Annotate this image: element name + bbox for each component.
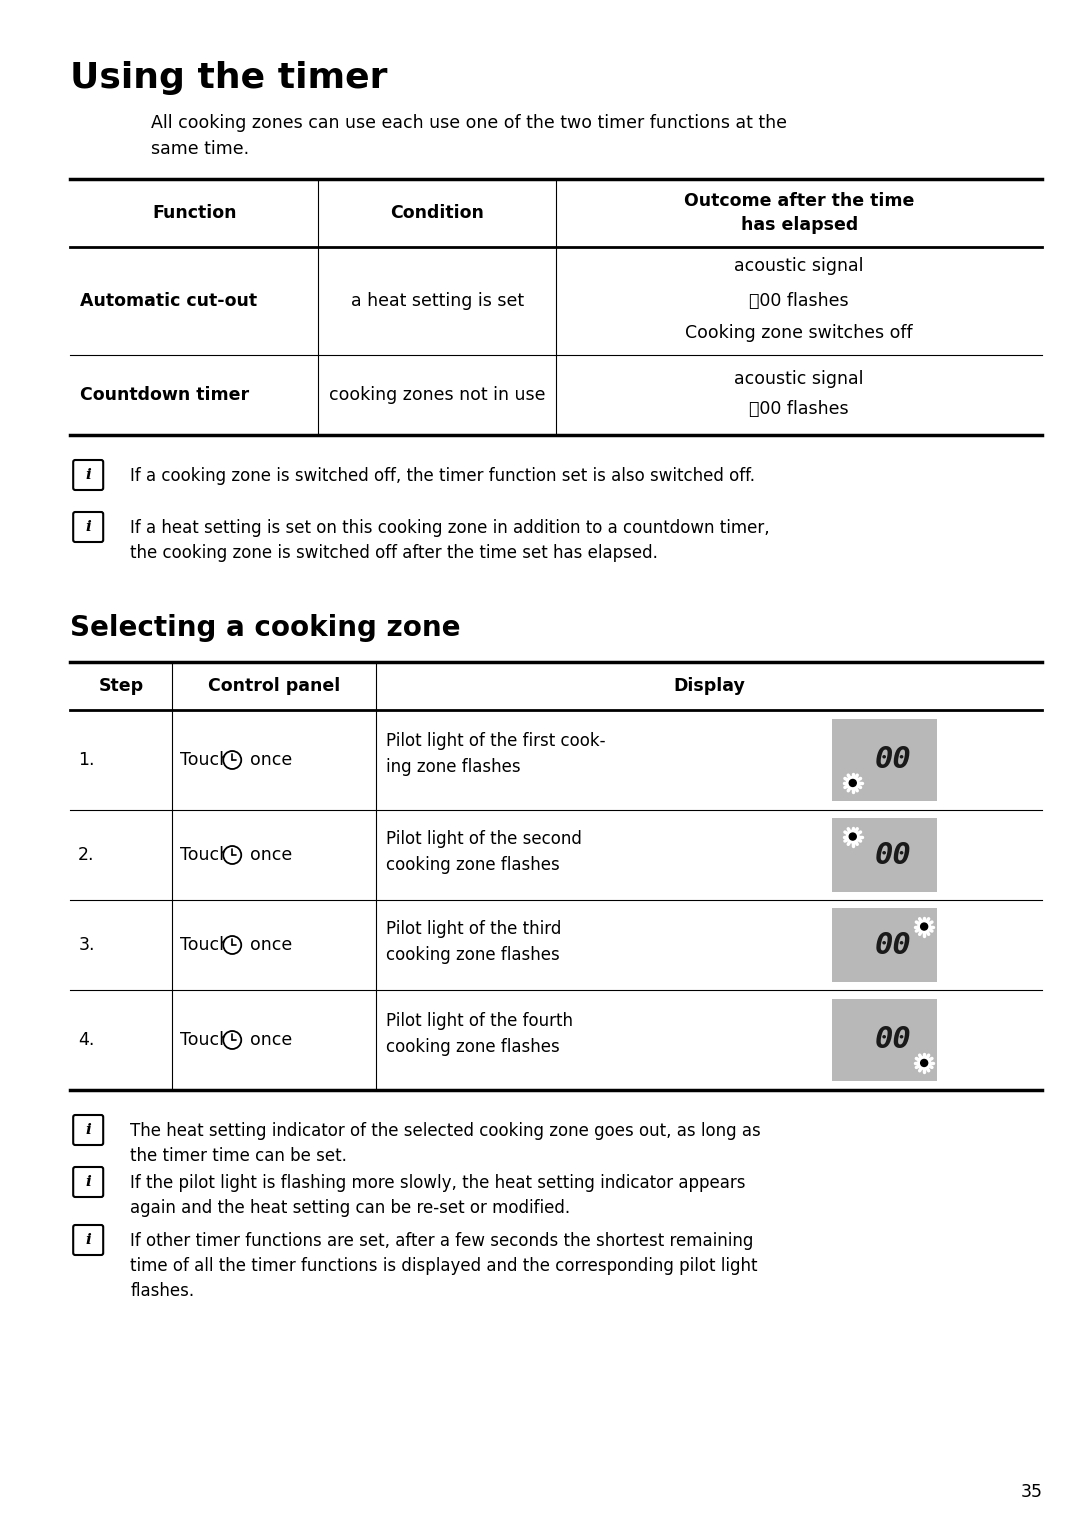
Text: 3.: 3. [78,936,95,954]
Text: Control panel: Control panel [208,677,340,696]
Text: acoustic signal: acoustic signal [734,370,864,388]
Text: Pilot light of the second
cooking zone flashes: Pilot light of the second cooking zone f… [387,830,582,873]
Bar [832,908,936,982]
Text: If a heat setting is set on this cooking zone in addition to a countdown timer,
: If a heat setting is set on this cooking… [131,518,770,563]
Text: Cooking zone switches off: Cooking zone switches off [686,324,913,342]
Text: cooking zones not in use: cooking zones not in use [329,385,545,404]
Text: 4.: 4. [78,1031,95,1049]
Circle shape [849,780,856,786]
Text: i: i [85,1174,91,1190]
Text: 1.: 1. [78,751,95,769]
FancyBboxPatch shape [73,512,104,541]
Text: Countdown timer: Countdown timer [80,385,249,404]
Text: Touch: Touch [180,936,230,954]
Circle shape [918,1057,931,1069]
Circle shape [849,833,856,839]
Circle shape [224,1031,241,1049]
Text: once: once [251,1031,293,1049]
Text: once: once [251,936,293,954]
Bar [832,818,936,891]
Text: Using the timer: Using the timer [70,61,388,95]
Circle shape [920,1060,928,1066]
FancyBboxPatch shape [73,1225,104,1255]
Text: Pilot light of the third
cooking zone flashes: Pilot light of the third cooking zone fl… [387,920,562,963]
Text: i: i [85,1122,91,1138]
Text: once: once [251,751,293,769]
Text: Pilot light of the fourth
cooking zone flashes: Pilot light of the fourth cooking zone f… [387,1012,573,1055]
Text: 00: 00 [875,746,912,775]
Text: 00: 00 [875,931,912,960]
Text: The heat setting indicator of the selected cooking zone goes out, as long as
the: The heat setting indicator of the select… [131,1122,761,1165]
Text: Outcome after the time
has elapsed: Outcome after the time has elapsed [684,193,915,234]
Text: i: i [85,520,91,534]
Bar [832,998,936,1081]
Text: i: i [85,1232,91,1248]
Circle shape [224,751,241,769]
Circle shape [224,846,241,864]
Text: once: once [251,846,293,864]
Text: Touch: Touch [180,751,230,769]
Circle shape [224,936,241,954]
Bar [832,719,936,801]
Text: Automatic cut-out: Automatic cut-out [80,292,257,310]
Text: Selecting a cooking zone: Selecting a cooking zone [70,615,461,642]
Text: Touch: Touch [180,846,230,864]
Text: acoustic signal: acoustic signal [734,257,864,275]
Circle shape [847,777,859,789]
Text: i: i [85,468,91,482]
Text: Step: Step [98,677,144,696]
Text: 35: 35 [1021,1483,1042,1501]
FancyBboxPatch shape [73,460,104,489]
Text: Touch: Touch [180,1031,230,1049]
Text: 00: 00 [875,841,912,870]
Text: Condition: Condition [390,203,484,222]
Circle shape [847,830,859,842]
Text: Pilot light of the first cook-
ing zone flashes: Pilot light of the first cook- ing zone … [387,732,606,775]
Text: 00: 00 [875,1026,912,1055]
Circle shape [920,924,928,930]
Text: Ａ00 flashes: Ａ00 flashes [750,401,849,419]
Text: If a cooking zone is switched off, the timer function set is also switched off.: If a cooking zone is switched off, the t… [131,466,755,485]
Text: Ａ00 flashes: Ａ00 flashes [750,292,849,310]
FancyBboxPatch shape [73,1115,104,1145]
FancyBboxPatch shape [73,1167,104,1197]
Text: If the pilot light is flashing more slowly, the heat setting indicator appears
a: If the pilot light is flashing more slow… [131,1174,745,1217]
Text: Function: Function [152,203,237,222]
Text: 2.: 2. [78,846,95,864]
Text: If other timer functions are set, after a few seconds the shortest remaining
tim: If other timer functions are set, after … [131,1232,758,1300]
Text: All cooking zones can use each use one of the two timer functions at the
same ti: All cooking zones can use each use one o… [151,115,787,159]
Text: Display: Display [673,677,745,696]
Text: a heat setting is set: a heat setting is set [351,292,524,310]
Circle shape [918,920,931,933]
